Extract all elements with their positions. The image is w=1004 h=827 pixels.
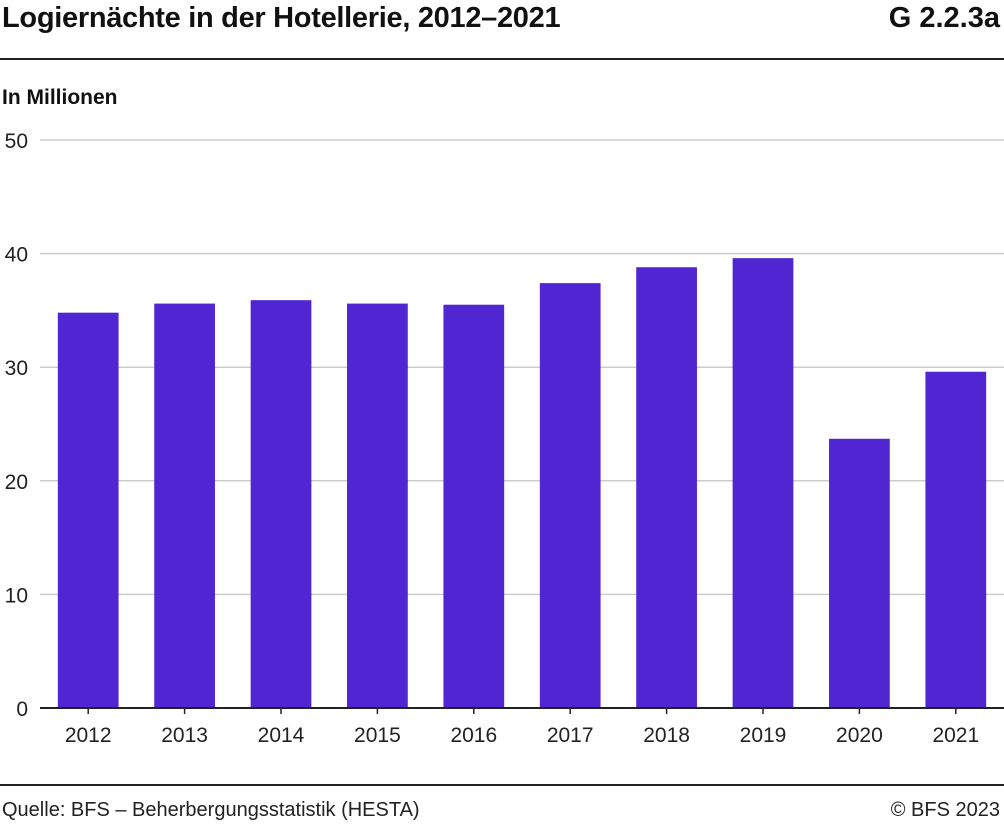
x-tick-label: 2021 — [932, 724, 979, 747]
y-tick-label: 0 — [16, 698, 28, 721]
bar — [443, 304, 505, 708]
x-tick-label: 2016 — [450, 724, 497, 747]
y-tick-label: 50 — [5, 130, 28, 153]
bar-chart: 0 10 20 30 40 50 2012 2013 2014 2015 2016 2017 2018 2… — [5, 130, 1004, 747]
bar — [636, 267, 697, 708]
bar — [57, 312, 119, 708]
bar — [925, 371, 987, 708]
bar — [829, 438, 890, 708]
bar — [347, 303, 408, 708]
chart-code: G 2.2.3a — [888, 2, 1000, 34]
bar — [732, 258, 794, 708]
bottom-divider — [0, 784, 1004, 786]
y-tick-label: 30 — [5, 357, 28, 380]
x-tick-label: 2017 — [547, 724, 594, 747]
y-tick-label: 10 — [5, 584, 28, 607]
x-tick-label: 2015 — [354, 724, 401, 747]
source-note: Quelle: BFS – Beherbergungsstatistik (HE… — [2, 799, 420, 821]
y-tick-label: 20 — [5, 471, 28, 494]
x-tick-label: 2013 — [161, 724, 208, 747]
y-tick-label: 40 — [5, 244, 28, 267]
copyright-note: © BFS 2023 — [890, 799, 1000, 821]
x-tick-label: 2019 — [740, 724, 787, 747]
bar — [250, 300, 312, 708]
x-tick-label: 2012 — [65, 724, 112, 747]
chart-title: Logiernächte in der Hotellerie, 2012–202… — [2, 2, 561, 34]
y-axis-unit-label: In Millionen — [2, 86, 118, 109]
bar — [539, 283, 601, 708]
top-divider — [0, 58, 1004, 60]
x-tick-label: 2014 — [258, 724, 305, 747]
x-tick-label: 2018 — [643, 724, 690, 747]
x-tick-label: 2020 — [836, 724, 883, 747]
bar — [154, 303, 215, 708]
